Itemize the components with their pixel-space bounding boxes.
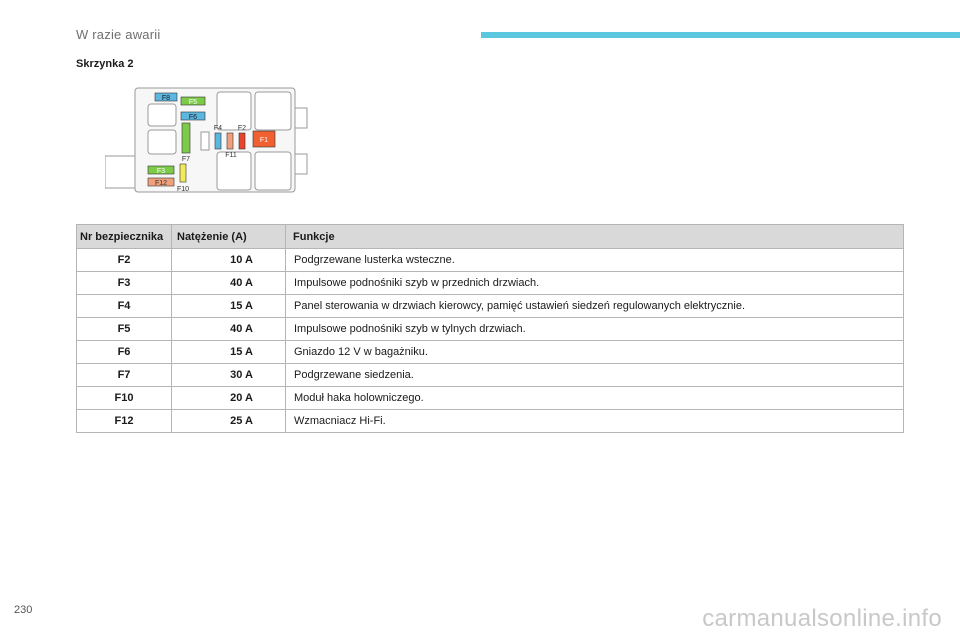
- fuse-f11-label: F11: [225, 152, 237, 159]
- cell-amp: 10 A: [171, 248, 286, 272]
- table-row: F7 30 A Podgrzewane siedzenia.: [76, 363, 904, 387]
- cell-fn: Panel sterowania w drzwiach kierowcy, pa…: [285, 294, 904, 318]
- cell-nr: F5: [76, 317, 172, 341]
- cell-nr: F2: [76, 248, 172, 272]
- column-header-nr: Nr bezpiecznika: [76, 224, 172, 249]
- fuse-f5-label: F5: [189, 99, 197, 106]
- cell-amp: 15 A: [171, 340, 286, 364]
- table-row: F10 20 A Moduł haka holowniczego.: [76, 386, 904, 410]
- fuse-f1: [252, 130, 276, 148]
- cell-fn: Podgrzewane lusterka wsteczne.: [285, 248, 904, 272]
- fuse-f3-label: F3: [157, 168, 165, 175]
- table-row: F4 15 A Panel sterowania w drzwiach kier…: [76, 294, 904, 318]
- table-row: F2 10 A Podgrzewane lusterka wsteczne.: [76, 248, 904, 272]
- header-accent-bar: [481, 32, 960, 38]
- column-header-fn: Funkcje: [285, 224, 904, 249]
- cell-amp: 30 A: [171, 363, 286, 387]
- page-number: 230: [14, 604, 33, 616]
- fuse-box-outline: [294, 153, 308, 175]
- cell-nr: F6: [76, 340, 172, 364]
- fuse-f8-label: F8: [162, 95, 170, 102]
- relay-slot: [216, 91, 252, 131]
- table-row: F3 40 A Impulsowe podnośniki szyb w prze…: [76, 271, 904, 295]
- cell-amp: 40 A: [171, 271, 286, 295]
- cell-fn: Gniazdo 12 V w bagażniku.: [285, 340, 904, 364]
- cell-amp: 15 A: [171, 294, 286, 318]
- fuse-f7: [181, 122, 191, 154]
- fuse-f12: [147, 177, 175, 187]
- fuse-f4: [214, 132, 222, 150]
- cell-nr: F10: [76, 386, 172, 410]
- fuse-table: Nr bezpiecznika Natężenie (A) Funkcje F2…: [76, 224, 904, 433]
- cell-nr: F3: [76, 271, 172, 295]
- fuse-box-outline: [294, 107, 308, 129]
- fuse-f6: [180, 111, 206, 121]
- column-header-amp: Natężenie (A): [171, 224, 286, 249]
- cell-amp: 25 A: [171, 409, 286, 433]
- relay-slot: [147, 129, 177, 155]
- fuse-f5: [180, 96, 206, 106]
- relay-slot: [200, 131, 210, 151]
- relay-slot: [254, 91, 292, 131]
- fuse-f10: [179, 163, 187, 183]
- fuse-f1-label: F1: [260, 137, 268, 144]
- relay-slot: [216, 151, 252, 191]
- cell-fn: Podgrzewane siedzenia.: [285, 363, 904, 387]
- fuse-box-diagram: F8 F5 F6 F7 F4 F2 F11 F1 F3 F12 F10: [105, 87, 308, 193]
- fuse-f2-label: F2: [238, 125, 246, 132]
- cell-fn: Impulsowe podnośniki szyb w przednich dr…: [285, 271, 904, 295]
- cell-amp: 40 A: [171, 317, 286, 341]
- cell-fn: Wzmacniacz Hi-Fi.: [285, 409, 904, 433]
- cell-fn: Moduł haka holowniczego.: [285, 386, 904, 410]
- relay-slot: [254, 151, 292, 191]
- section-title: W razie awarii: [76, 27, 161, 42]
- relay-slot: [147, 103, 177, 127]
- fuse-f11: [226, 132, 234, 150]
- table-row: F12 25 A Wzmacniacz Hi-Fi.: [76, 409, 904, 433]
- watermark: carmanualsonline.info: [702, 605, 942, 632]
- cell-amp: 20 A: [171, 386, 286, 410]
- fuse-f8: [154, 92, 178, 102]
- table-header-row: Nr bezpiecznika Natężenie (A) Funkcje: [76, 224, 904, 249]
- fuse-f10-label: F10: [177, 186, 189, 193]
- fuse-box-outline: [105, 155, 136, 189]
- fuse-f12-label: F12: [155, 180, 167, 187]
- subheading: Skrzynka 2: [76, 58, 134, 70]
- cell-nr: F12: [76, 409, 172, 433]
- table-row: F5 40 A Impulsowe podnośniki szyb w tyln…: [76, 317, 904, 341]
- cell-fn: Impulsowe podnośniki szyb w tylnych drzw…: [285, 317, 904, 341]
- cell-nr: F7: [76, 363, 172, 387]
- cell-nr: F4: [76, 294, 172, 318]
- fuse-f4-label: F4: [214, 125, 222, 132]
- fuse-f3: [147, 165, 175, 175]
- table-row: F6 15 A Gniazdo 12 V w bagażniku.: [76, 340, 904, 364]
- fuse-f7-label: F7: [182, 156, 190, 163]
- fuse-f6-label: F6: [189, 114, 197, 121]
- fuse-f2: [238, 132, 246, 150]
